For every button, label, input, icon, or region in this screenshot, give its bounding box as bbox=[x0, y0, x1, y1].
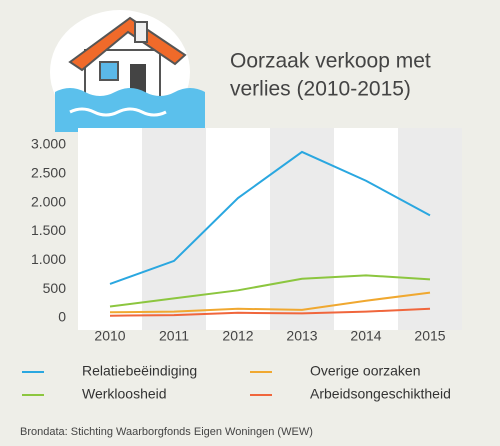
x-tick-label: 2014 bbox=[350, 328, 381, 344]
legend-label: Arbeidsongeschiktheid bbox=[310, 386, 451, 402]
x-tick-label: 2015 bbox=[414, 328, 445, 344]
data-line bbox=[109, 291, 431, 314]
x-tick-label: 2012 bbox=[222, 328, 253, 344]
chart-title: verlies (2010-2015) bbox=[230, 78, 411, 101]
x-tick-label: 2010 bbox=[94, 328, 125, 344]
column-band bbox=[398, 128, 462, 330]
y-tick-label: 0 bbox=[58, 309, 66, 325]
x-tick-label: 2011 bbox=[159, 328, 189, 344]
legend-label: Relatiebeëindiging bbox=[82, 363, 197, 379]
chart-title: Oorzaak verkoop met bbox=[230, 50, 431, 73]
y-tick-label: 2.500 bbox=[31, 165, 66, 181]
y-tick-label: 500 bbox=[43, 280, 67, 296]
y-tick-label: 1.000 bbox=[31, 251, 66, 267]
y-tick-label: 1.500 bbox=[31, 222, 66, 238]
data-line bbox=[109, 274, 431, 308]
house-icon bbox=[50, 10, 205, 134]
column-band bbox=[142, 128, 206, 330]
legend-label: Overige oorzaken bbox=[310, 363, 421, 379]
x-tick-label: 2013 bbox=[286, 328, 317, 344]
source: Brondata: Stichting Waarborgfonds Eigen … bbox=[20, 426, 313, 438]
legend-label: Werkloosheid bbox=[82, 386, 167, 402]
data-line bbox=[109, 307, 431, 317]
column-band bbox=[270, 128, 334, 330]
y-tick-label: 3.000 bbox=[31, 136, 66, 152]
data-line bbox=[109, 150, 431, 285]
y-tick-label: 2.000 bbox=[31, 193, 66, 209]
